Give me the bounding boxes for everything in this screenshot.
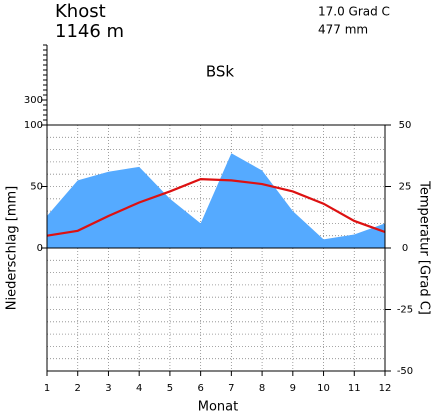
y-tick-label: 100 (24, 120, 43, 131)
x-tick-label: 6 (197, 383, 203, 394)
y2-tick-label: 0 (402, 243, 408, 254)
x-tick-label: 10 (317, 383, 330, 394)
x-tick-label: 12 (379, 383, 392, 394)
x-tick-label: 9 (290, 383, 296, 394)
precipitation-area (47, 153, 385, 248)
y2-tick-label: 50 (399, 120, 412, 131)
x-tick-label: 7 (228, 383, 234, 394)
y2-tick-label: -25 (397, 305, 413, 316)
y-tick-label: 300 (24, 95, 43, 106)
y2-tick-label: -50 (397, 366, 413, 377)
y2-tick-label: 25 (399, 182, 412, 193)
mean-temperature: 17.0 Grad C (318, 5, 390, 19)
y-tick-label: 50 (30, 182, 43, 193)
temperature-line (46, 178, 386, 237)
chart-subtitle: 1146 m (55, 21, 124, 42)
y2-axis-label: Temperatur [Grad C] (417, 180, 432, 315)
annual-precipitation: 477 mm (318, 23, 368, 37)
x-tick-label: 5 (167, 383, 173, 394)
y-tick-label: 0 (37, 243, 43, 254)
x-tick-label: 8 (259, 383, 265, 394)
y-axis-label: Niederschlag [mm] (5, 186, 20, 311)
chart-title: Khost (55, 1, 106, 22)
x-axis-label: Monat (198, 400, 238, 415)
x-tick-label: 2 (75, 383, 81, 394)
x-tick-label: 1 (44, 383, 50, 394)
x-tick-label: 4 (136, 383, 142, 394)
x-tick-label: 11 (348, 383, 361, 394)
x-tick-label: 3 (105, 383, 111, 394)
climate-class: BSk (206, 63, 235, 81)
